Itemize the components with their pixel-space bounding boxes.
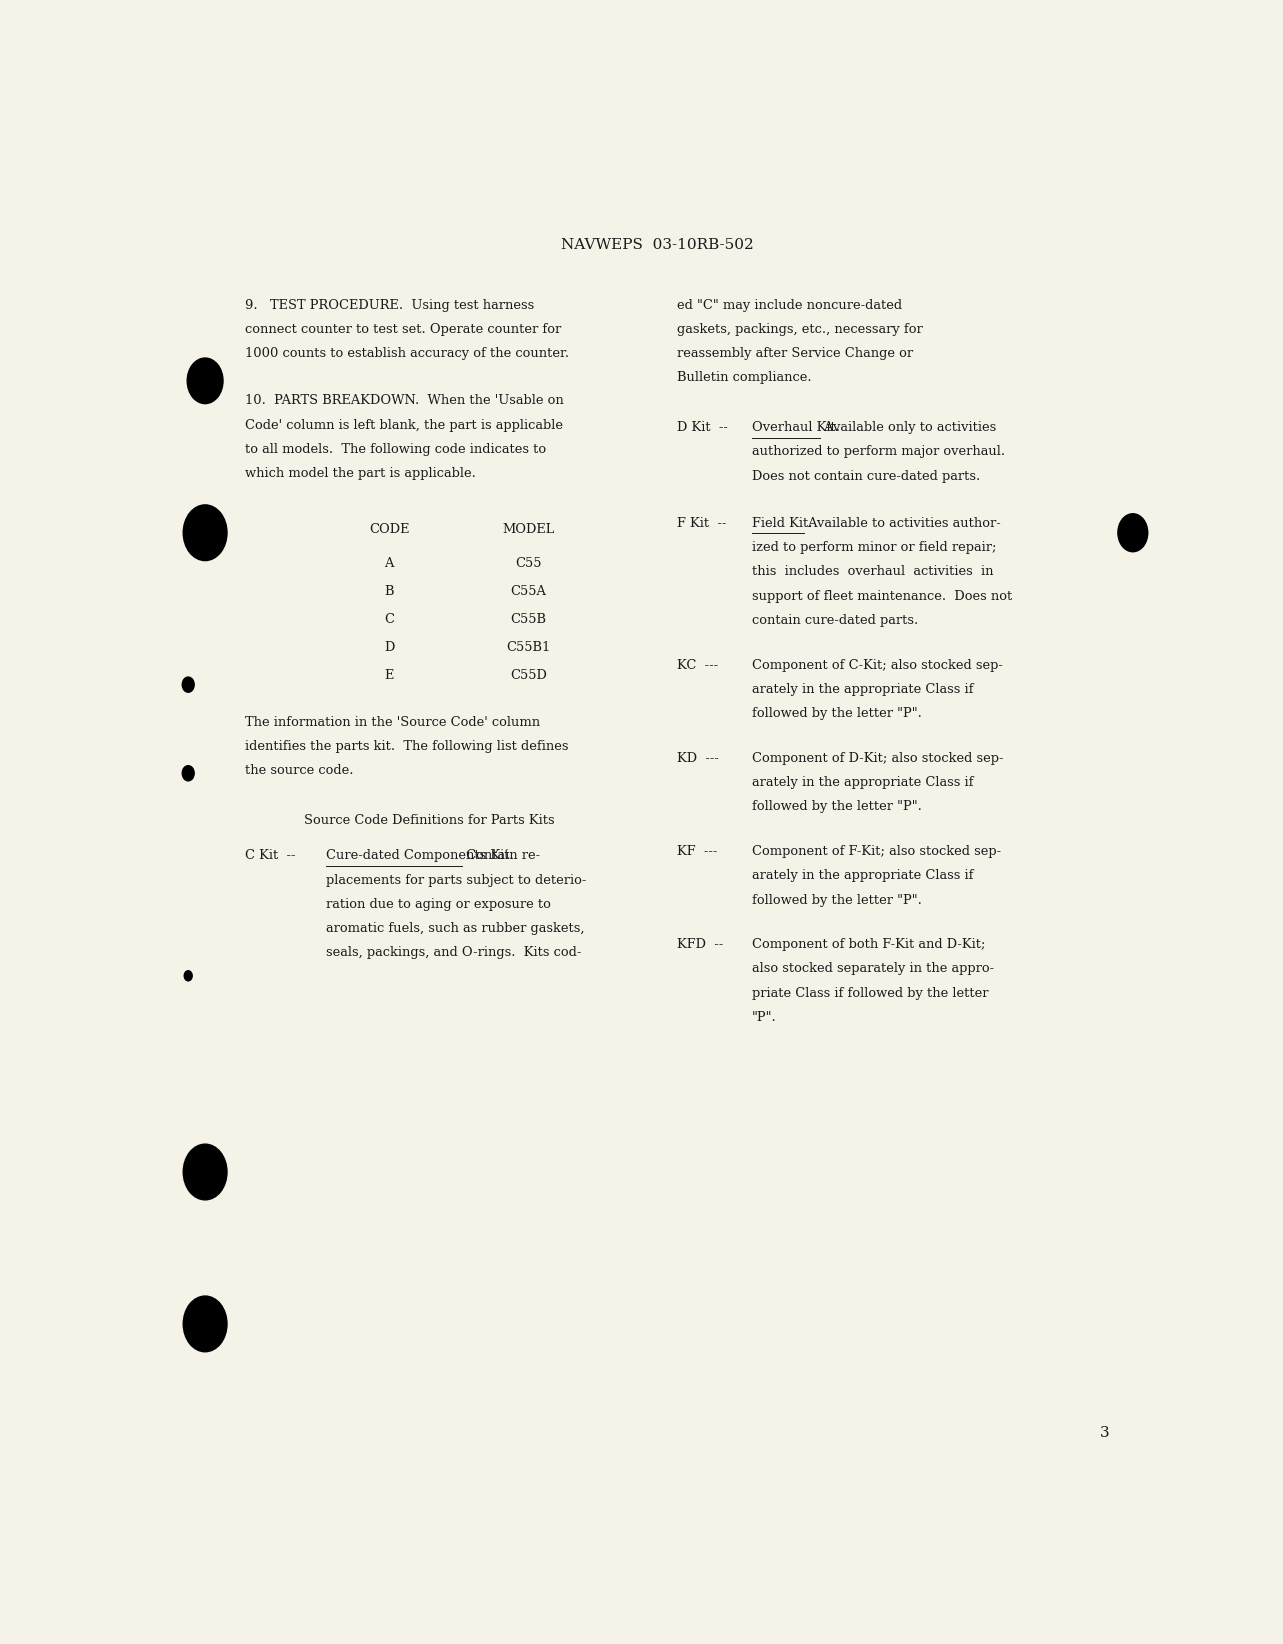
- Text: F Kit  --: F Kit --: [677, 516, 726, 529]
- Text: Component of D-Kit; also stocked sep-: Component of D-Kit; also stocked sep-: [752, 751, 1003, 764]
- Text: gaskets, packings, etc., necessary for: gaskets, packings, etc., necessary for: [677, 322, 924, 335]
- Text: reassembly after Service Change or: reassembly after Service Change or: [677, 347, 913, 360]
- Text: support of fleet maintenance.  Does not: support of fleet maintenance. Does not: [752, 590, 1012, 603]
- Text: followed by the letter "P".: followed by the letter "P".: [752, 893, 922, 906]
- Circle shape: [182, 677, 194, 692]
- Text: priate Class if followed by the letter: priate Class if followed by the letter: [752, 986, 988, 1000]
- Text: Component of C-Kit; also stocked sep-: Component of C-Kit; also stocked sep-: [752, 659, 1003, 671]
- Text: Code' column is left blank, the part is applicable: Code' column is left blank, the part is …: [245, 419, 563, 432]
- Text: B: B: [385, 585, 394, 598]
- Circle shape: [183, 1295, 227, 1351]
- Text: placements for parts subject to deterio-: placements for parts subject to deterio-: [326, 873, 586, 886]
- Text: D Kit  --: D Kit --: [677, 421, 729, 434]
- Text: arately in the appropriate Class if: arately in the appropriate Class if: [752, 870, 974, 883]
- Text: which model the part is applicable.: which model the part is applicable.: [245, 467, 476, 480]
- Text: 3: 3: [1101, 1427, 1110, 1440]
- Text: C55B1: C55B1: [507, 641, 550, 654]
- Text: Field Kit.: Field Kit.: [752, 516, 812, 529]
- Text: C55: C55: [514, 557, 541, 570]
- Text: E: E: [385, 669, 394, 682]
- Text: seals, packings, and O-rings.  Kits cod-: seals, packings, and O-rings. Kits cod-: [326, 947, 581, 960]
- Text: CODE: CODE: [368, 523, 409, 536]
- Circle shape: [183, 1144, 227, 1200]
- Text: Overhaul Kit.: Overhaul Kit.: [752, 421, 840, 434]
- Text: Available only to activities: Available only to activities: [820, 421, 996, 434]
- Text: also stocked separately in the appro-: also stocked separately in the appro-: [752, 962, 994, 975]
- Text: Component of F-Kit; also stocked sep-: Component of F-Kit; also stocked sep-: [752, 845, 1001, 858]
- Text: KD  ---: KD ---: [677, 751, 720, 764]
- Text: the source code.: the source code.: [245, 764, 353, 778]
- Text: "P".: "P".: [752, 1011, 776, 1024]
- Text: 10.  PARTS BREAKDOWN.  When the 'Usable on: 10. PARTS BREAKDOWN. When the 'Usable on: [245, 395, 563, 408]
- Text: ration due to aging or exposure to: ration due to aging or exposure to: [326, 898, 552, 911]
- Text: arately in the appropriate Class if: arately in the appropriate Class if: [752, 682, 974, 695]
- Text: C55B: C55B: [511, 613, 547, 626]
- Circle shape: [187, 358, 223, 404]
- Circle shape: [182, 766, 194, 781]
- Text: C: C: [384, 613, 394, 626]
- Text: C Kit  --: C Kit --: [245, 850, 295, 861]
- Text: A: A: [385, 557, 394, 570]
- Text: followed by the letter "P".: followed by the letter "P".: [752, 707, 922, 720]
- Text: 1000 counts to establish accuracy of the counter.: 1000 counts to establish accuracy of the…: [245, 347, 570, 360]
- Text: this  includes  overhaul  activities  in: this includes overhaul activities in: [752, 566, 993, 579]
- Text: C55D: C55D: [509, 669, 547, 682]
- Text: contain cure-dated parts.: contain cure-dated parts.: [752, 613, 919, 626]
- Text: to all models.  The following code indicates to: to all models. The following code indica…: [245, 442, 547, 455]
- Text: D: D: [384, 641, 394, 654]
- Text: NAVWEPS  03-10RB-502: NAVWEPS 03-10RB-502: [561, 238, 754, 252]
- Circle shape: [1117, 513, 1148, 552]
- Text: Bulletin compliance.: Bulletin compliance.: [677, 372, 812, 385]
- Text: Available to activities author-: Available to activities author-: [804, 516, 1001, 529]
- Text: Does not contain cure-dated parts.: Does not contain cure-dated parts.: [752, 470, 980, 483]
- Text: Source Code Definitions for Parts Kits: Source Code Definitions for Parts Kits: [304, 814, 554, 827]
- Text: authorized to perform major overhaul.: authorized to perform major overhaul.: [752, 446, 1005, 459]
- Text: arately in the appropriate Class if: arately in the appropriate Class if: [752, 776, 974, 789]
- Text: MODEL: MODEL: [502, 523, 554, 536]
- Text: The information in the 'Source Code' column: The information in the 'Source Code' col…: [245, 715, 540, 728]
- Text: C55A: C55A: [511, 585, 547, 598]
- Text: KFD  --: KFD --: [677, 939, 724, 952]
- Text: connect counter to test set. Operate counter for: connect counter to test set. Operate cou…: [245, 322, 561, 335]
- Text: KC  ---: KC ---: [677, 659, 718, 671]
- Text: ed "C" may include noncure-dated: ed "C" may include noncure-dated: [677, 299, 902, 312]
- Text: ized to perform minor or field repair;: ized to perform minor or field repair;: [752, 541, 997, 554]
- Text: Cure-dated Components Kit.: Cure-dated Components Kit.: [326, 850, 514, 861]
- Text: Component of both F-Kit and D-Kit;: Component of both F-Kit and D-Kit;: [752, 939, 985, 952]
- Text: identifies the parts kit.  The following list defines: identifies the parts kit. The following …: [245, 740, 568, 753]
- Circle shape: [185, 970, 192, 981]
- Text: Contain re-: Contain re-: [462, 850, 540, 861]
- Text: KF  ---: KF ---: [677, 845, 717, 858]
- Text: 9.   TEST PROCEDURE.  Using test harness: 9. TEST PROCEDURE. Using test harness: [245, 299, 534, 312]
- Text: followed by the letter "P".: followed by the letter "P".: [752, 801, 922, 814]
- Text: aromatic fuels, such as rubber gaskets,: aromatic fuels, such as rubber gaskets,: [326, 922, 585, 935]
- Circle shape: [183, 505, 227, 561]
